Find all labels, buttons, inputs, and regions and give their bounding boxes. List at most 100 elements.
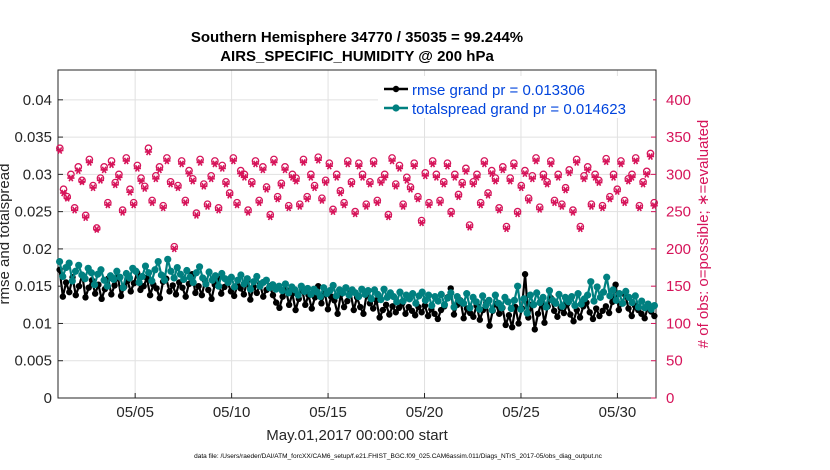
data-point (182, 293, 189, 300)
obs-evaluated-point (598, 204, 607, 212)
data-point (444, 294, 452, 302)
y2-tick-label: 150 (666, 278, 691, 295)
data-point (230, 283, 239, 291)
x-tick-label: 05/25 (502, 404, 540, 421)
data-point (558, 302, 566, 310)
data-point (529, 301, 538, 309)
data-point (488, 306, 496, 314)
data-point (262, 276, 270, 284)
y2-tick-label: 400 (666, 92, 691, 109)
obs-evaluated-point (584, 166, 592, 174)
obs-evaluated-point (85, 158, 93, 166)
data-point (344, 297, 351, 305)
data-point (65, 259, 73, 267)
data-point (389, 293, 398, 301)
data-point (75, 261, 83, 269)
obs-evaluated-point (163, 157, 171, 165)
obs-evaluated-point (635, 204, 643, 212)
data-point (189, 278, 197, 287)
data-point (554, 313, 561, 320)
data-point (172, 291, 180, 298)
obs-evaluated-point (495, 206, 503, 214)
obs-possible-point (92, 224, 101, 232)
obs-evaluated-point (274, 195, 282, 203)
obs-evaluated-point (347, 180, 356, 188)
obs-evaluated-point (395, 164, 404, 172)
obs-evaluated-point (218, 164, 226, 172)
data-point (110, 275, 118, 284)
obs-evaluated-point (469, 180, 477, 188)
obs-evaluated-point (107, 161, 116, 169)
data-point (589, 315, 597, 323)
data-point (192, 289, 199, 297)
obs-evaluated-point (329, 208, 337, 216)
obs-evaluated-point (528, 175, 536, 183)
data-point (294, 291, 302, 299)
y-tick-label: 0.02 (23, 241, 52, 258)
obs-evaluated-point (384, 213, 392, 221)
data-point (459, 299, 468, 307)
obs-evaluated-point (63, 194, 71, 202)
y2-tick-label: 200 (666, 241, 691, 258)
data-point (380, 285, 388, 293)
obs-evaluated-point (71, 206, 79, 214)
data-point (505, 312, 513, 319)
data-point (638, 310, 645, 317)
data-point (269, 291, 277, 299)
data-point (418, 309, 425, 316)
data-point (593, 305, 600, 312)
obs-evaluated-point (569, 208, 577, 216)
data-point (237, 271, 245, 279)
data-point (85, 284, 92, 291)
obs-evaluated-point (262, 185, 271, 193)
data-point (260, 293, 267, 300)
obs-evaluated-point (429, 160, 437, 168)
obs-evaluated-point (536, 205, 544, 213)
data-point (612, 296, 620, 304)
data-point (195, 263, 204, 271)
data-point (567, 311, 574, 318)
y2-tick-label: 50 (666, 353, 683, 370)
data-point (596, 312, 603, 320)
obs-evaluated-point (425, 201, 433, 209)
obs-evaluated-point (82, 214, 90, 222)
data-point (584, 291, 592, 299)
data-point (55, 257, 64, 266)
obs-evaluated-point (310, 184, 319, 192)
data-point (434, 297, 442, 305)
data-point (140, 282, 147, 290)
x-tick-label: 05/15 (309, 404, 347, 421)
obs-evaluated-point (443, 162, 452, 170)
obs-evaluated-point (639, 180, 647, 188)
data-point (508, 323, 516, 331)
data-point (227, 273, 235, 281)
obs-evaluated-point (488, 170, 496, 178)
obs-evaluated-point (410, 162, 418, 170)
data-point (408, 307, 416, 314)
data-point (326, 287, 334, 295)
obs-evaluated-point (624, 177, 632, 185)
obs-evaluated-point (111, 181, 119, 189)
data-point (276, 304, 283, 311)
obs-evaluated-point (595, 179, 603, 187)
obs-evaluated-point (200, 182, 208, 190)
obs-evaluated-point (550, 199, 559, 207)
obs-evaluated-point (606, 195, 614, 203)
data-point (460, 315, 467, 322)
obs-evaluated-point (56, 146, 64, 155)
data-point (108, 291, 115, 298)
data-point (75, 282, 83, 290)
data-point (247, 296, 254, 303)
obs-evaluated-point (506, 177, 514, 185)
data-point (132, 267, 140, 275)
data-point (354, 293, 363, 301)
data-point (98, 295, 105, 303)
obs-evaluated-point (137, 177, 145, 185)
data-point (389, 303, 396, 310)
obs-evaluated-point (96, 176, 105, 184)
obs-evaluated-point (288, 173, 296, 181)
data-point (59, 293, 67, 300)
data-point (360, 310, 367, 317)
data-point (405, 295, 414, 303)
data-point (166, 288, 173, 295)
